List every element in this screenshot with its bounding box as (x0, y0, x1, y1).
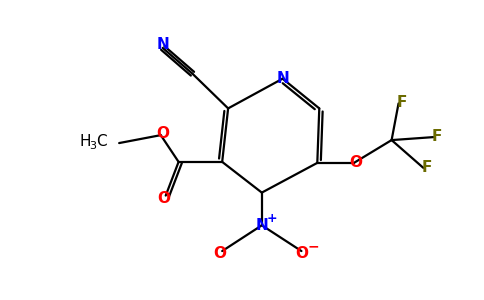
Text: C: C (96, 134, 107, 148)
Text: O: O (295, 245, 308, 260)
Text: O: O (349, 155, 363, 170)
Text: N: N (276, 71, 289, 86)
Text: N: N (156, 38, 169, 52)
Text: F: F (396, 95, 407, 110)
Text: N: N (256, 218, 268, 233)
Text: O: O (157, 191, 170, 206)
Text: O: O (156, 126, 169, 141)
Text: +: + (266, 212, 277, 225)
Text: O: O (214, 245, 227, 260)
Text: F: F (422, 160, 433, 175)
Text: H: H (79, 134, 91, 148)
Text: 3: 3 (90, 141, 96, 151)
Text: F: F (432, 129, 442, 144)
Text: −: − (307, 239, 319, 253)
